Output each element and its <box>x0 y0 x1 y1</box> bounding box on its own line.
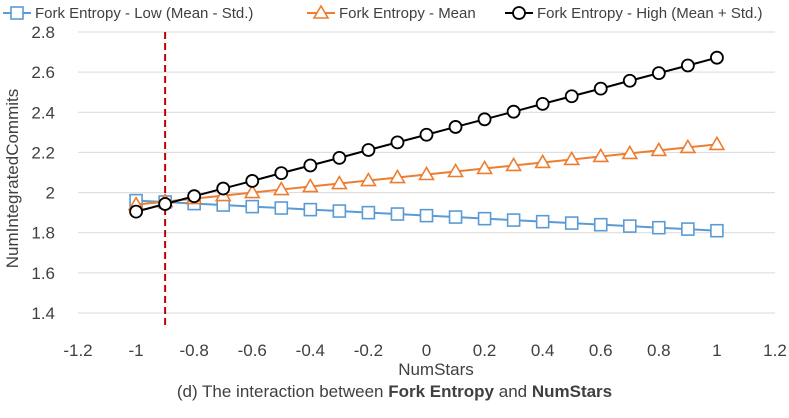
caption-prefix: (d) The interaction between <box>176 382 389 401</box>
data-point <box>710 223 724 238</box>
data-point <box>535 96 550 111</box>
x-tick-label: -1.2 <box>63 341 92 360</box>
data-point <box>216 181 231 196</box>
data-point <box>390 207 405 221</box>
data-point <box>129 204 143 219</box>
data-point <box>390 135 405 150</box>
legend-marker <box>312 4 330 19</box>
data-point <box>651 66 666 81</box>
data-point <box>476 159 493 175</box>
y-tick-label: 2.6 <box>31 63 55 82</box>
data-point <box>564 216 579 230</box>
line-chart: 1.4 1.6 1.8 2 2.2 2.4 2.6 2.8 -1.2 -1 -0.8 -0.6 -0.4… <box>3 4 787 379</box>
y-tick-label: 2.8 <box>31 23 55 42</box>
caption-bold-fork-entropy: Fork Entropy <box>388 382 495 401</box>
data-point <box>447 162 464 178</box>
data-point <box>681 222 695 236</box>
x-tick-label: 0.4 <box>531 341 555 360</box>
x-tick-label: -0.2 <box>354 341 383 360</box>
data-point <box>419 208 434 223</box>
series-circle <box>129 50 724 219</box>
data-point <box>650 141 668 157</box>
data-point <box>272 180 290 196</box>
x-tick-label: -0.4 <box>296 341 325 360</box>
data-point <box>274 201 289 215</box>
data-point <box>652 220 666 235</box>
x-tick-label: 0.2 <box>473 341 497 360</box>
data-point <box>505 156 523 172</box>
data-point <box>361 205 376 220</box>
x-tick-label: 1 <box>712 341 721 360</box>
axis-titles: NumStars NumIntegratedCommits <box>3 89 474 379</box>
y-axis-title: NumIntegratedCommits <box>3 89 22 269</box>
data-point <box>158 197 173 211</box>
x-tick-label: 0.8 <box>647 341 671 360</box>
data-point <box>448 210 463 224</box>
x-tick-label: 0.6 <box>589 341 613 360</box>
data-point <box>535 214 550 229</box>
data-point <box>361 143 376 157</box>
data-point <box>477 112 492 127</box>
legend-label: Fork Entropy - Low (Mean - Std.) <box>35 5 253 22</box>
data-point <box>274 166 289 181</box>
data-point <box>680 58 695 73</box>
x-tick-label: 1.2 <box>763 341 787 360</box>
series-triangle <box>127 135 726 211</box>
y-tick-label: 1.4 <box>31 304 55 323</box>
data-point <box>448 120 463 134</box>
legend-label: Fork Entropy - Mean <box>339 5 476 22</box>
legend-marker <box>512 6 526 20</box>
data-point <box>245 174 260 188</box>
data-point <box>243 183 261 199</box>
data-point <box>534 153 552 169</box>
x-tick-label: -0.6 <box>238 341 267 360</box>
data-point <box>563 150 581 166</box>
data-point <box>360 171 377 187</box>
data-point <box>332 204 347 218</box>
y-tick-label: 1.6 <box>31 264 55 283</box>
legend-label: Fork Entropy - High (Mean + Std.) <box>537 5 763 22</box>
data-point <box>245 199 260 214</box>
data-point <box>506 104 521 119</box>
data-point <box>710 50 724 65</box>
y-tick-label: 1.8 <box>31 224 55 243</box>
y-tick-label: 2.2 <box>31 143 55 162</box>
data-point <box>330 174 348 190</box>
data-point <box>593 81 608 96</box>
figure-caption: (d) The interaction between Fork Entropy… <box>0 382 789 402</box>
data-point <box>622 73 637 88</box>
data-point <box>187 189 202 204</box>
data-point <box>564 89 579 104</box>
x-axis-title: NumStars <box>398 360 474 379</box>
x-tick-label: -0.8 <box>180 341 209 360</box>
data-point <box>477 211 492 226</box>
data-point <box>708 135 726 151</box>
y-tick-label: 2.4 <box>31 103 55 122</box>
series-group <box>127 50 726 238</box>
data-point <box>679 138 697 154</box>
legend: Fork Entropy - Low (Mean - Std.) Fork Ent… <box>3 4 763 22</box>
axes: 1.4 1.6 1.8 2 2.2 2.4 2.6 2.8 -1.2 -1 -0.8 -0.6 -0.4… <box>31 23 786 360</box>
data-point <box>593 217 608 232</box>
data-point <box>506 213 521 227</box>
data-point <box>592 147 610 163</box>
data-point <box>332 150 347 165</box>
x-tick-label: -1 <box>129 341 144 360</box>
data-point <box>301 177 319 193</box>
data-point <box>303 202 318 217</box>
data-point <box>418 165 435 181</box>
x-tick-label: 0 <box>422 341 431 360</box>
data-point <box>419 127 434 142</box>
data-point <box>303 158 318 173</box>
data-point <box>622 219 637 233</box>
y-tick-label: 2 <box>46 184 55 203</box>
data-point <box>621 144 639 160</box>
caption-middle: and <box>494 382 532 401</box>
legend-marker <box>10 6 24 20</box>
data-point <box>389 168 406 184</box>
caption-bold-numstars: NumStars <box>531 382 613 401</box>
